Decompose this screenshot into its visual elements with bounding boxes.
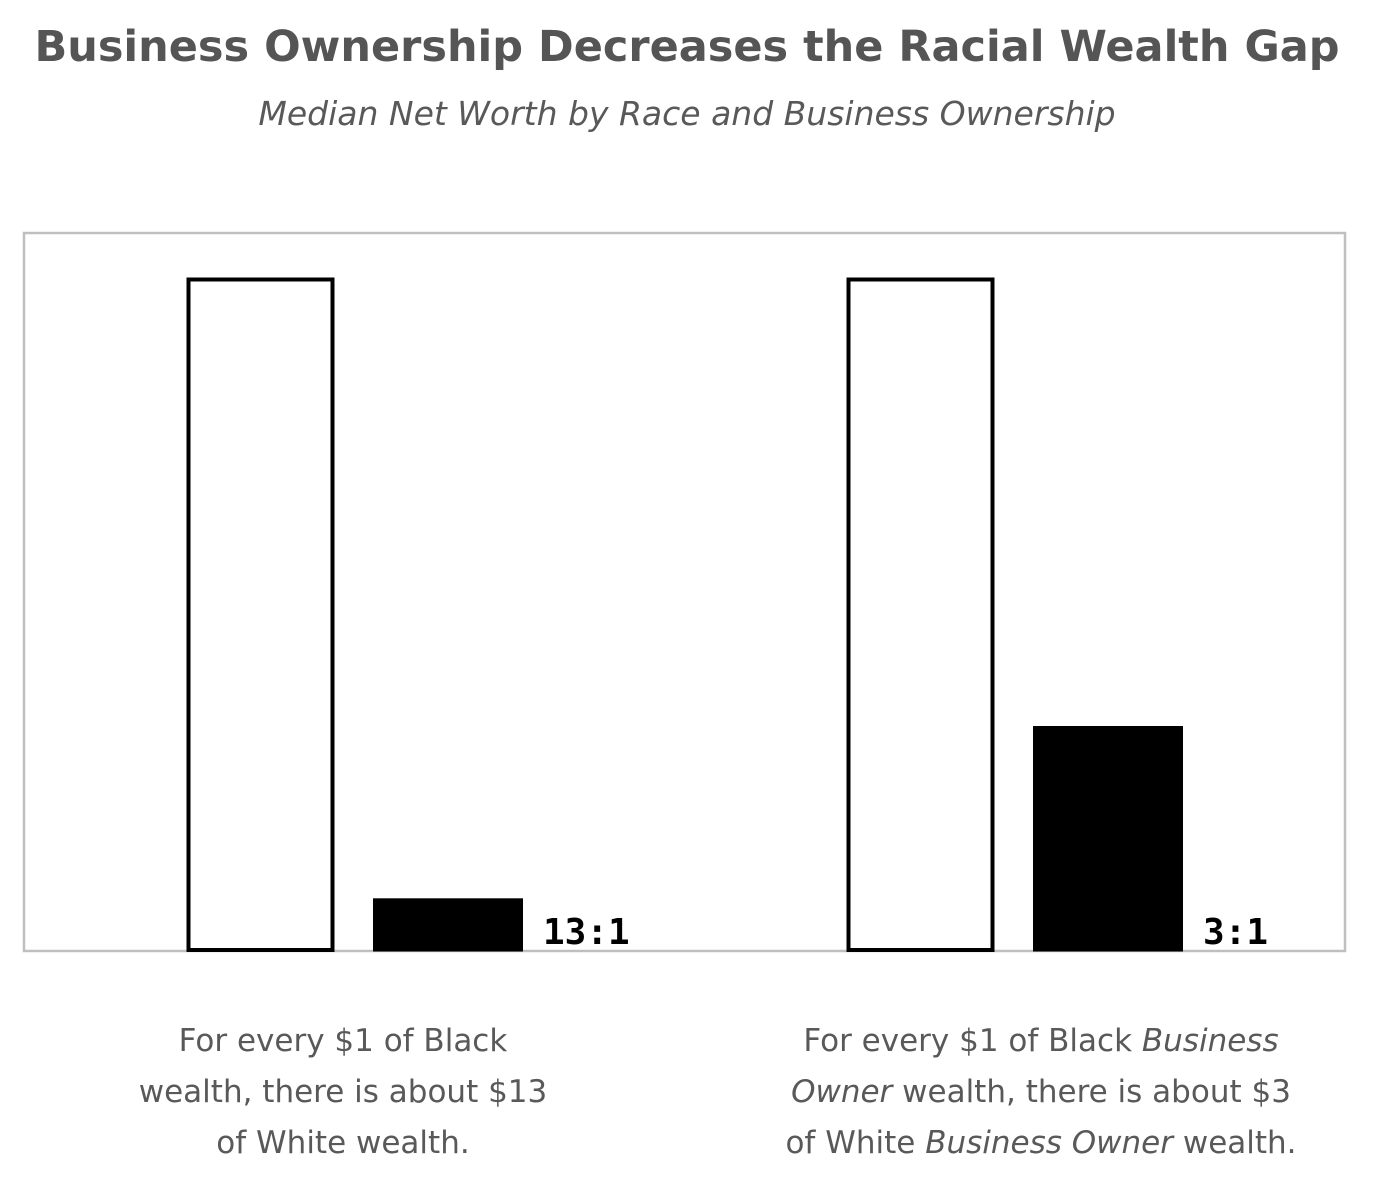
caption-left-line-1: For every $1 of Black (178, 1023, 508, 1059)
caption-right-line-2: Owner wealth, there is about $3 (771, 1067, 1311, 1118)
ratio-label-2: 3:1 (1203, 912, 1268, 953)
caption-right-line-1b: Business (1141, 1023, 1279, 1059)
caption-right-line-3a: of White (785, 1125, 926, 1161)
caption-right-line-3b: Business Owner (925, 1125, 1173, 1161)
bar-group-2-white (846, 277, 995, 952)
bars-layer (186, 277, 1183, 952)
chart-subtitle: Median Net Worth by Race and Business Ow… (258, 94, 1116, 133)
bar-group-1-white (186, 277, 335, 952)
caption-right-line-3c: wealth. (1172, 1125, 1297, 1161)
bar-group-1-black (373, 898, 523, 952)
caption-left: For every $1 of Black wealth, there is a… (123, 1016, 563, 1169)
caption-right: For every $1 of Black Business Owner wea… (771, 1016, 1311, 1169)
caption-right-line-1a: For every $1 of Black (803, 1023, 1142, 1059)
bar-group-2-black (1033, 726, 1183, 952)
caption-left-line-2: wealth, there is about $13 (138, 1074, 548, 1110)
caption-right-line-3: of White Business Owner wealth. (771, 1118, 1311, 1169)
caption-right-line-1: For every $1 of Black Business (771, 1016, 1311, 1067)
chart-title: Business Ownership Decreases the Racial … (34, 22, 1340, 72)
ratio-label-1: 13:1 (543, 912, 630, 953)
chart-svg: 13:1 3:1 (22, 231, 1347, 953)
labels-layer: 13:1 3:1 (543, 912, 1268, 953)
caption-left-line-3: of White wealth. (216, 1125, 470, 1161)
caption-right-line-2b: wealth, there is about $3 (892, 1074, 1291, 1110)
caption-right-line-2a: Owner (791, 1074, 893, 1110)
